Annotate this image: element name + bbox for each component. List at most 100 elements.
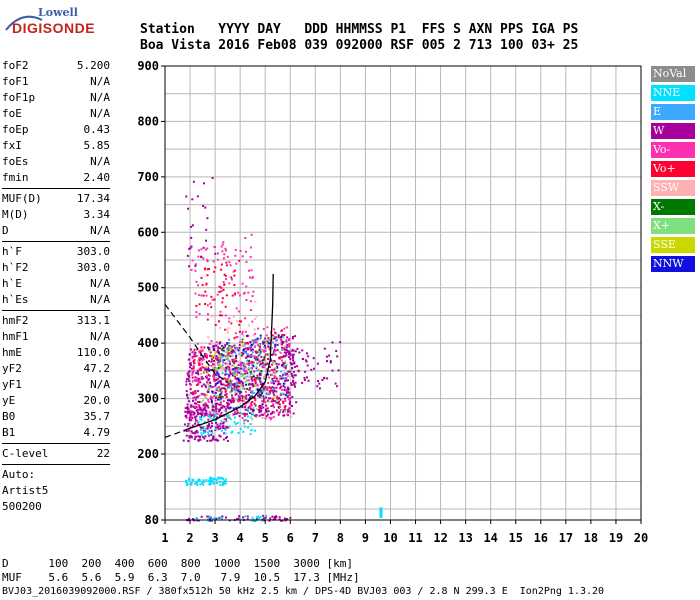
echo-point-w (212, 437, 214, 440)
echo-point-vo (249, 246, 252, 249)
echo-point-w (185, 383, 188, 386)
echo-point-w (275, 370, 278, 373)
echo-point-w (225, 516, 227, 519)
echo-point-nnw (232, 368, 235, 371)
echo-point-x (241, 341, 244, 343)
echo-point-e (216, 388, 219, 391)
param-row: foF1p N/A (2, 90, 110, 106)
echo-point-w (336, 385, 339, 388)
echo-point-vo (276, 396, 279, 399)
param-key: foEs (2, 155, 29, 168)
echo-point-vo (202, 403, 205, 406)
param-value: N/A (90, 277, 110, 290)
echo-point-w (205, 239, 207, 242)
echo-point-w (262, 413, 265, 416)
param-value: N/A (90, 224, 110, 237)
echo-point-vo (206, 274, 209, 277)
echo-point-nne (190, 483, 193, 486)
echo-point-sse (229, 391, 232, 394)
echo-point-vo (245, 250, 247, 253)
echo-point-w (242, 516, 244, 519)
echo-point-e (262, 364, 265, 366)
echo-point-x (228, 415, 231, 418)
echo-point-e (226, 367, 229, 370)
param-key: C-level (2, 447, 49, 460)
echo-point-w (224, 387, 227, 390)
param-key: M(D) (2, 208, 29, 221)
echo-point-x (232, 360, 235, 363)
echo-point-w (313, 367, 315, 370)
echo-point-vo (247, 379, 250, 382)
echo-point-w (258, 411, 261, 414)
echo-point-vo (212, 363, 214, 366)
echo-point-ssw (260, 364, 262, 367)
echo-point-nne (198, 479, 201, 482)
echo-point-sse (254, 384, 257, 387)
echo-point-w (265, 404, 268, 407)
echo-point-x (268, 352, 270, 355)
echo-point-w (294, 385, 297, 388)
echo-point-vo (216, 258, 219, 261)
echo-point-w (282, 362, 285, 364)
x-tick-label: 5 (262, 531, 269, 545)
echo-point-vo (219, 314, 221, 317)
echo-point-w (216, 359, 219, 361)
echo-point-w (186, 378, 188, 381)
echo-point-w (186, 406, 189, 409)
echo-point-w (289, 516, 292, 519)
echo-point-e (281, 375, 284, 378)
echo-point-w (282, 373, 284, 376)
echo-point-vo (251, 361, 254, 364)
echo-point-nnw (251, 348, 254, 351)
echo-point-w (279, 398, 282, 401)
echo-point-w (260, 413, 263, 416)
echo-point-w (282, 401, 285, 404)
echo-point-nne (214, 427, 217, 430)
echo-point-x (255, 408, 258, 411)
echo-point-vo (227, 352, 230, 355)
echo-point-w (272, 399, 275, 402)
param-key: foF1 (2, 75, 29, 88)
echo-point-w (289, 353, 292, 356)
param-value: 20.0 (83, 394, 111, 407)
echo-point-vo (206, 354, 208, 357)
echo-point-vo (242, 395, 245, 398)
echo-point-w (235, 378, 238, 380)
echo-point-nne (246, 415, 249, 418)
echo-point-vo (244, 395, 247, 398)
echo-point-w (232, 383, 235, 386)
echo-point-x (264, 360, 267, 363)
echo-point-w (205, 376, 208, 379)
echo-point-w (271, 378, 274, 380)
param-value: 35.7 (83, 410, 111, 423)
echo-point-nne (209, 429, 212, 432)
echo-point-w (185, 416, 188, 419)
echo-point-w (284, 377, 287, 380)
echo-point-sse (205, 393, 208, 396)
echo-point-w (219, 387, 222, 390)
param-key: hmF1 (2, 330, 29, 343)
echo-point-w (212, 405, 215, 408)
echo-point-w (222, 405, 225, 408)
echo-point-ssw (255, 315, 258, 318)
echo-point-w (185, 414, 188, 417)
echo-point-vo (214, 399, 217, 402)
echo-point-vo (268, 376, 271, 379)
echo-point-w (236, 411, 239, 414)
echo-point-vo (206, 380, 209, 383)
echo-point-w (292, 379, 295, 382)
echo-point-w (238, 415, 241, 418)
echo-point-w (287, 391, 290, 394)
echo-point-vo (288, 337, 291, 340)
echo-point-w (210, 422, 213, 425)
echo-point-vo (262, 328, 265, 330)
echo-point-w (263, 397, 266, 400)
echo-point-vo (220, 412, 223, 415)
echo-point-w (230, 352, 233, 354)
echo-point-vo (221, 301, 224, 304)
echo-point-w (290, 373, 293, 375)
echo-point-vo (203, 346, 206, 349)
echo-point-w (269, 341, 272, 344)
logo-arc-icon (5, 15, 43, 31)
echo-point-vo (272, 403, 275, 406)
